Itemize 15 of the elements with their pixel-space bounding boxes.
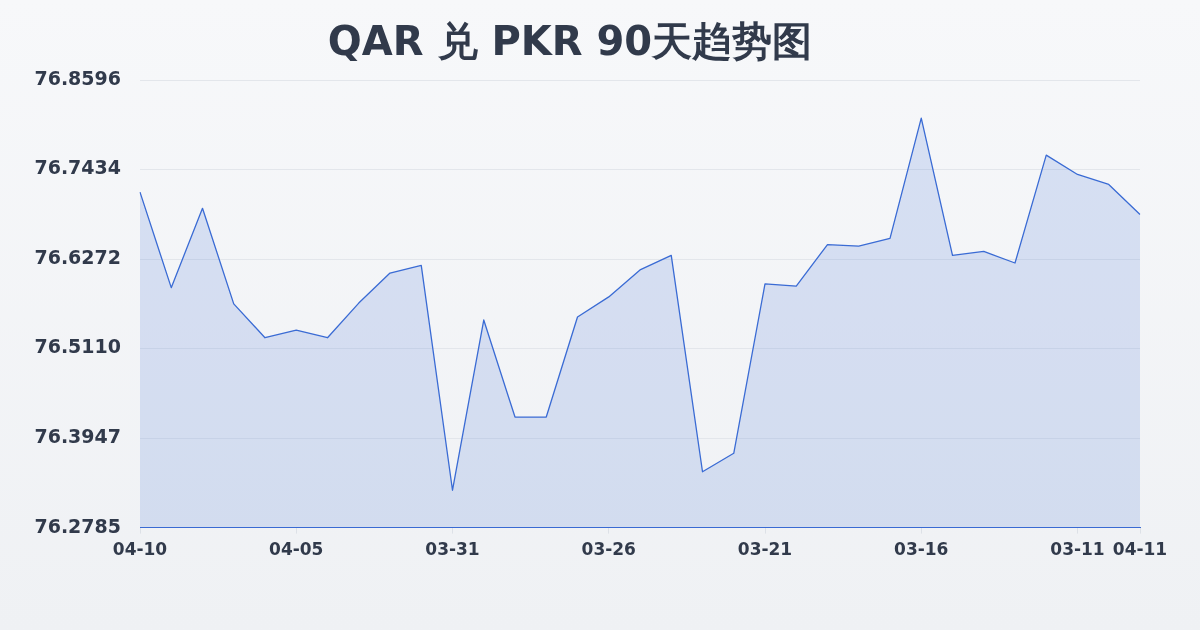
x-tick-label: 03-16 [894, 539, 949, 560]
y-tick-label: 76.8596 [34, 66, 121, 89]
y-tick-label: 76.5110 [34, 335, 121, 358]
x-tick-label: 04-11 [1112, 539, 1168, 560]
chart-title: QAR 兑 PKR 90天趋势图 [327, 18, 813, 65]
x-tick-label: 04-10 [112, 539, 168, 560]
y-tick-label: 76.2785 [34, 514, 121, 537]
x-tick-label: 03-26 [581, 539, 636, 560]
x-tick-label: 03-11 [1050, 539, 1105, 560]
y-tick-label: 76.7434 [34, 156, 121, 179]
y-tick-label: 76.3947 [34, 425, 121, 448]
x-tick-label: 03-31 [425, 539, 480, 560]
y-tick-label: 76.6272 [34, 245, 121, 268]
x-tick-label: 03-21 [737, 539, 793, 560]
x-tick-label: 04-05 [269, 539, 324, 560]
